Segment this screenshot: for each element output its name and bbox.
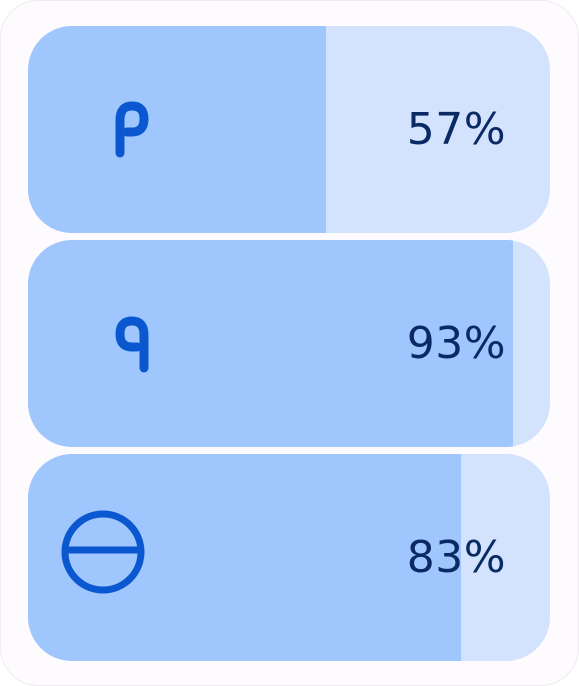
battery-row-charging-case: 83%: [28, 454, 550, 661]
battery-percent-label: 93%: [406, 318, 506, 369]
battery-percent-label: 83%: [406, 532, 506, 583]
battery-percent-label: 57%: [406, 104, 506, 155]
battery-level-fill: [28, 26, 326, 233]
battery-row-left-earbud: 57%: [28, 26, 550, 233]
earbud-right-icon: [60, 288, 170, 398]
battery-level-fill: [28, 454, 462, 661]
charging-case-icon: [60, 502, 170, 612]
battery-row-right-earbud: 93%: [28, 240, 550, 447]
battery-level-fill: [28, 240, 514, 447]
earbud-left-icon: [60, 74, 170, 184]
